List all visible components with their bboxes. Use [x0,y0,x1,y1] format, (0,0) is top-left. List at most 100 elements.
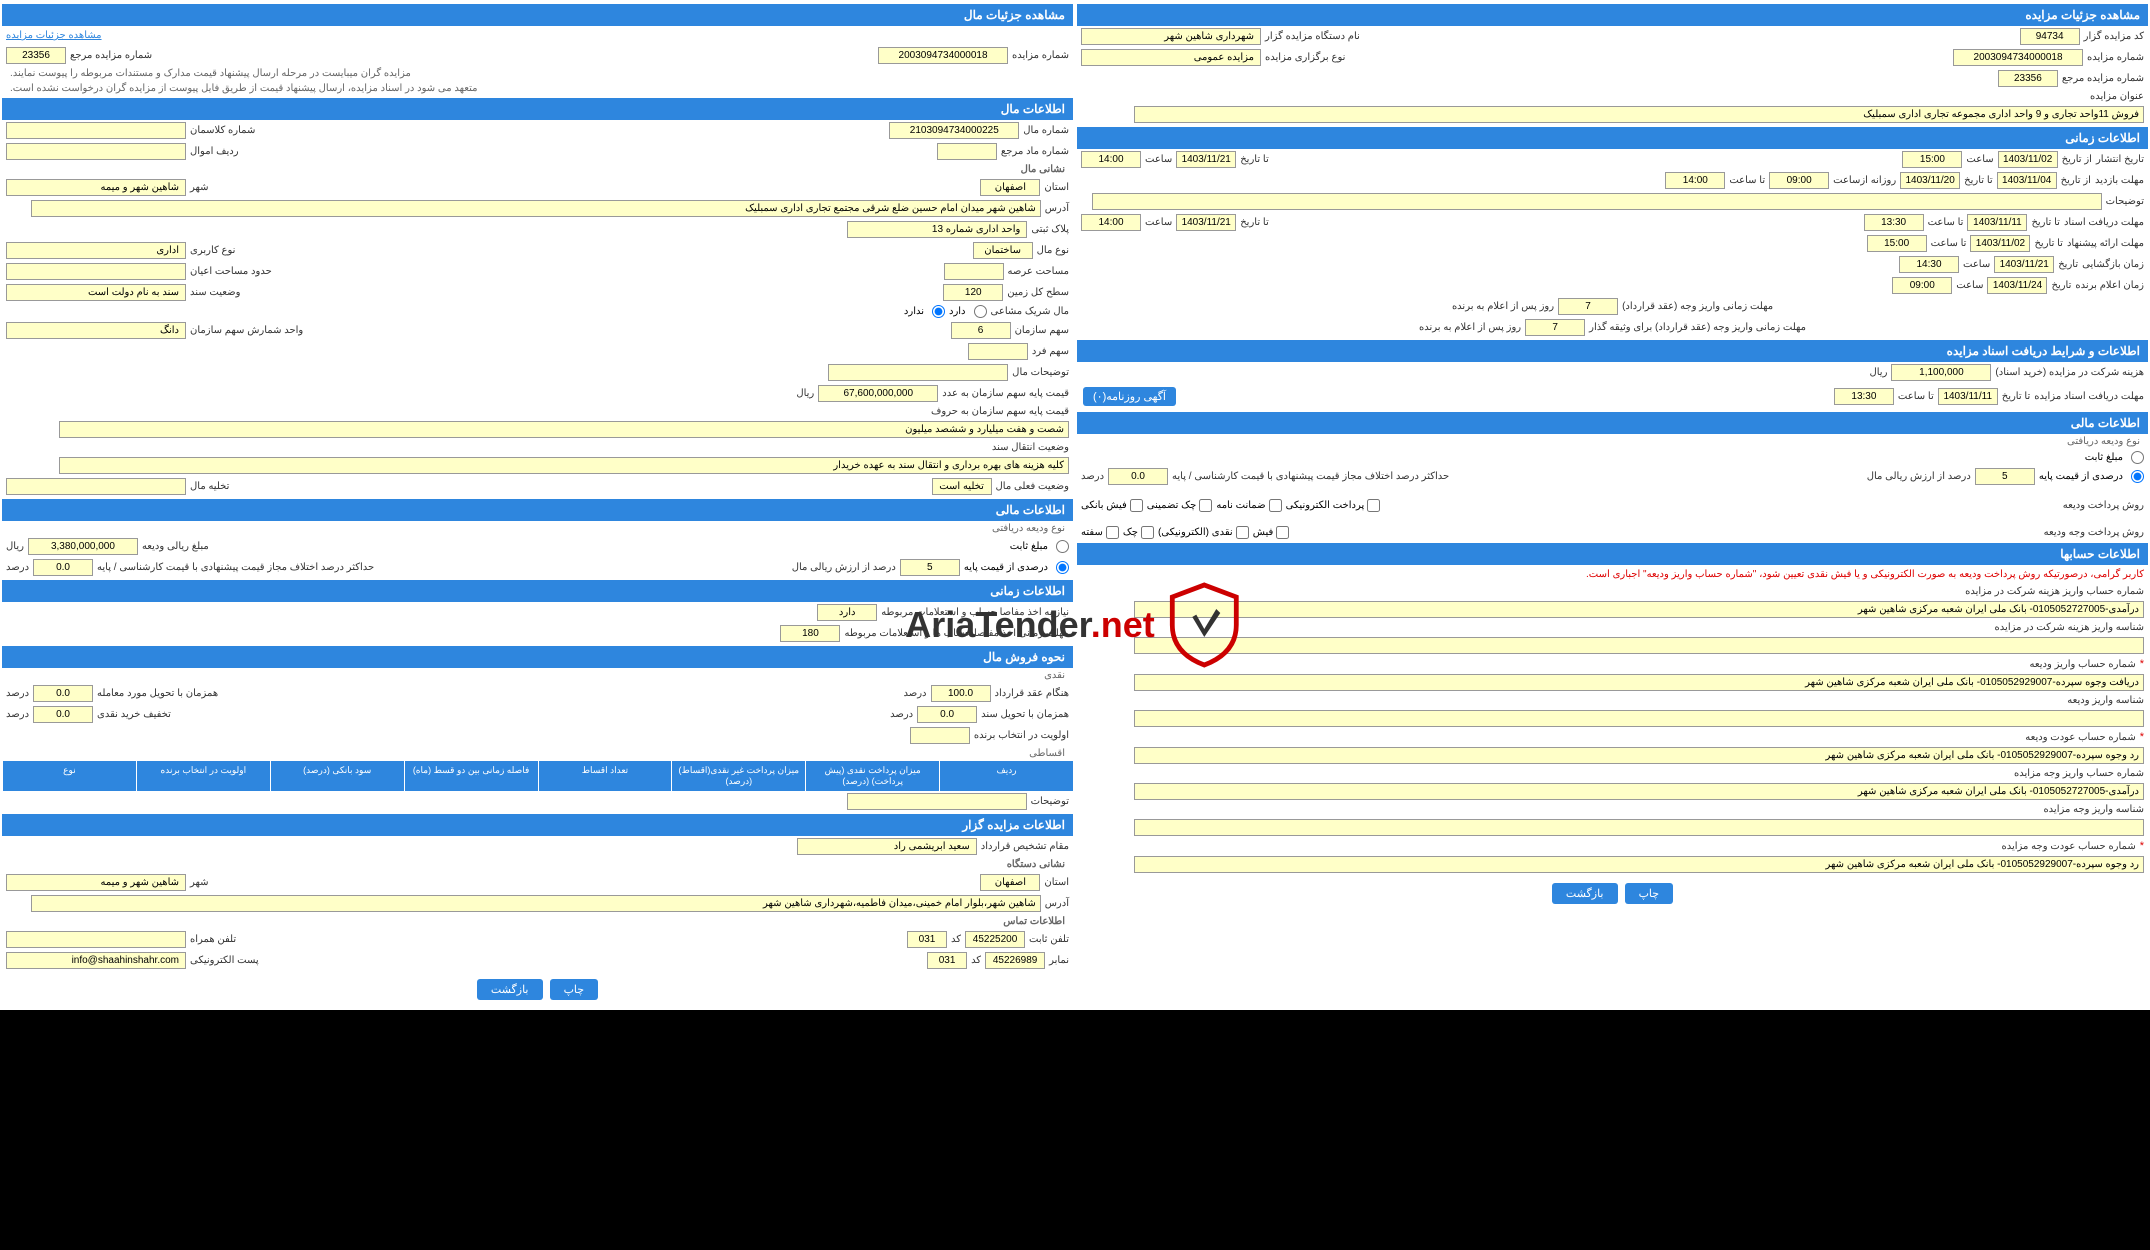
field-id4 [1134,819,2144,836]
radio-no[interactable] [932,305,945,318]
label-transfer: وضعیت انتقال سند [992,442,1069,453]
label-base-pct-r: درصدی از قیمت پایه [2039,471,2123,482]
field-d5: 1403/11/11 [1967,214,2027,231]
radio-percent-l[interactable] [1056,561,1069,574]
radio-has[interactable] [974,305,987,318]
label-num-l: شماره مزایده [1012,50,1069,61]
field-d3: 1403/11/04 [1997,172,2057,189]
field-pdesc [828,364,1008,381]
label-deliv: همزمان با تحویل مورد معامله [97,688,218,699]
field-guar-days: 7 [1525,319,1585,336]
field-city: شاهین شهر و میمه [6,179,186,196]
label-pid: شماره مال [1023,125,1069,136]
field-asset-row [6,143,186,160]
cb-elec[interactable] [1367,499,1380,512]
th-count: تعداد اقساط [538,761,672,791]
label-city: شهر [190,182,209,193]
cb-guarantee[interactable] [1269,499,1282,512]
label-to1: تا تاریخ [1240,154,1269,165]
field-doc-date: 1403/11/11 [1938,388,1998,405]
field-ref-l: 23356 [6,47,66,64]
cb-check2[interactable] [1141,526,1154,539]
label-pct1: درصد [903,688,926,699]
th-interest: سود بانکی (درصد) [270,761,404,791]
label-acc5: شماره حساب عودت وجه مزایده [2001,841,2135,852]
header-financial-l: اطلاعات مالی [2,499,1073,521]
field-acc4: درآمدی-0105052727005- بانک ملی ایران شعب… [1134,783,2144,800]
label-orgsh: سهم سازمان [1015,325,1069,336]
back-button-r[interactable]: بازگشت [1552,883,1618,904]
label-deed-deliv: همزمان با تحویل سند [981,709,1069,720]
cb-cash[interactable] [1276,526,1289,539]
field-t7: 15:00 [1867,235,1927,252]
logo-text: AriaTender.net [905,604,1154,646]
label-cost: هزینه شرکت در مزایده (خرید اسناد) [1995,367,2144,378]
label-oprov: استان [1044,877,1069,888]
print-button-l[interactable]: چاپ [550,979,599,1000]
label-org: نام دستگاه مزایده گزار [1265,31,1360,42]
header-time: اطلاعات زمانی [1077,127,2148,149]
label-date1: تاریخ [2058,259,2078,270]
field-d1: 1403/11/02 [1998,151,2058,168]
cb-bank[interactable] [1130,499,1143,512]
field-deed-deliv: 0.0 [917,706,977,723]
th-gap: فاصله زمانی بین دو قسط (ماه) [404,761,538,791]
header-prop-details: مشاهده جزئیات مال [2,4,1073,26]
label-class: شماره کلاسمان [190,125,255,136]
header-org-addr: نشانی دستگاه [2,857,1073,872]
field-need: دارد [817,604,877,621]
field-pct-l: 5 [900,559,960,576]
label-to-t4: تا ساعت [1931,238,1967,249]
header-prop-info: اطلاعات مال [2,98,1073,120]
cb-safte[interactable] [1106,526,1119,539]
label-t8l: ساعت [1963,259,1990,270]
label-pref: شماره ماد مرجع [1001,146,1069,157]
label-doc-time-l: تا ساعت [1898,391,1934,402]
label-cashdisc: تخفیف خرید نقدی [97,709,171,720]
label-acc3: شماره حساب عودت ودیعه [2025,732,2135,743]
label-elec: پرداخت الکترونیکی [1286,500,1365,511]
radio-fixed-r[interactable] [2131,451,2144,464]
field-d6: 1403/11/21 [1176,214,1236,231]
label-guarantee-cb: ضمانت نامه [1216,500,1265,511]
field-mobile [6,931,186,948]
cb-check[interactable] [1199,499,1212,512]
label-prov: استان [1044,182,1069,193]
label-no: ندارد [904,306,924,317]
back-button-l[interactable]: بازگشت [477,979,543,1000]
label-offer: مهلت ارائه پیشنهاد [2067,238,2144,249]
label-docdl: مهلت دریافت اسناد [2064,217,2144,228]
field-maxdiff-r: 0.0 [1108,468,1168,485]
label-acc4: شماره حساب واریز وجه مزایده [2014,768,2144,779]
cb-eleccash[interactable] [1236,526,1249,539]
label-evac: تخلیه مال [190,481,229,492]
label-pct-l: درصد از ارزش ریالی مال [792,562,896,573]
label-ref: شماره مزایده مرجع [2062,73,2144,84]
label-deposit-type-l: نوع ودیعه دریافتی [2,521,1073,536]
label-pct3: درصد [890,709,913,720]
label-pct-unit-r: درصد [1081,471,1104,482]
field-acc5: رد وجوه سپرده-0105052929007- بانک ملی ای… [1134,856,2144,873]
field-doc-time: 13:30 [1834,388,1894,405]
field-addr: شاهین شهر میدان امام حسین ضلع شرقی مجتمع… [31,200,1041,217]
newspaper-button[interactable]: آگهی روزنامه(۰) [1083,387,1176,406]
label-plate: پلاک ثبتی [1031,224,1069,235]
label-doc-dl: مهلت دریافت اسناد مزایده [2034,391,2144,402]
field-oaddr: شاهین شهر،بلوار امام خمینی،میدان فاطمیه،… [31,895,1041,912]
details-link[interactable]: مشاهده جزئیات مزایده [6,30,102,41]
label-bptext: قیمت پایه سهم سازمان به حروف [931,406,1069,417]
radio-fixed-l[interactable] [1056,540,1069,553]
field-t5: 13:30 [1864,214,1924,231]
field-ocity: شاهین شهر و میمه [6,874,186,891]
header-organizer: اطلاعات مزایده گزار [2,814,1073,836]
label-from2: از تاریخ [2061,175,2091,186]
print-button-r[interactable]: چاپ [1625,883,1674,904]
field-phone: 45225200 [965,931,1025,948]
label-asset-row: ردیف اموال [190,146,239,157]
radio-percent-r[interactable] [2131,470,2144,483]
label-contract: هنگام عقد قرارداد [995,688,1069,699]
label-oaddr: آدرس [1045,898,1069,909]
field-acc3: رد وجوه سپرده-0105052929007- بانک ملی ای… [1134,747,2144,764]
th-pre: میزان پرداخت نقدی (پیش پرداخت) (درصد) [805,761,939,791]
label-area: مساحت عرصه [1008,266,1069,277]
